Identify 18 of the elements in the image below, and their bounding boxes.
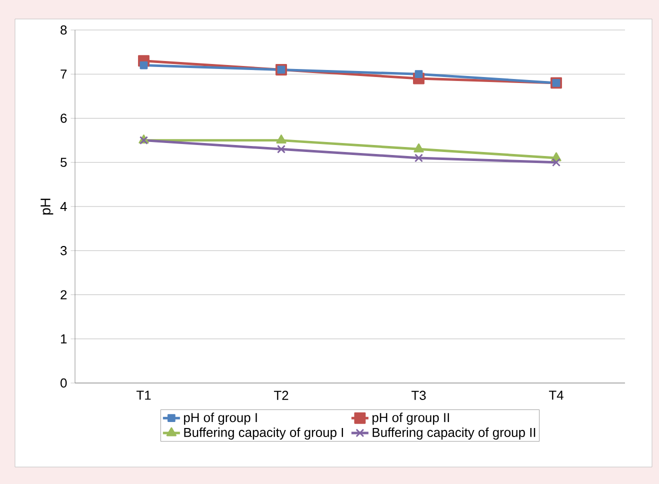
legend-label: pH of group I: [184, 412, 257, 425]
y-tick-label: 3: [60, 246, 67, 256]
x-tick-label: T3: [411, 390, 426, 400]
x-tick-label: T1: [136, 390, 151, 400]
y-tick-label: 4: [60, 202, 67, 211]
x-tick-label: T4: [548, 390, 564, 400]
y-tick-label: 8: [60, 25, 67, 35]
y-tick-label: 0: [60, 378, 67, 388]
y-tick-label: 6: [60, 114, 67, 123]
x-tick-label: T2: [274, 390, 288, 400]
legend-label: pH of group II: [372, 412, 449, 425]
y-tick-label: 7: [60, 70, 67, 79]
y-tick-label: 5: [60, 158, 67, 167]
y-axis-title: pH: [40, 198, 54, 215]
legend-label: Buffering capacity of group I: [184, 428, 343, 440]
y-tick-label: 1: [61, 334, 67, 344]
legend-label: Buffering capacity of group II: [372, 428, 536, 440]
y-tick-label: 2: [60, 290, 67, 300]
